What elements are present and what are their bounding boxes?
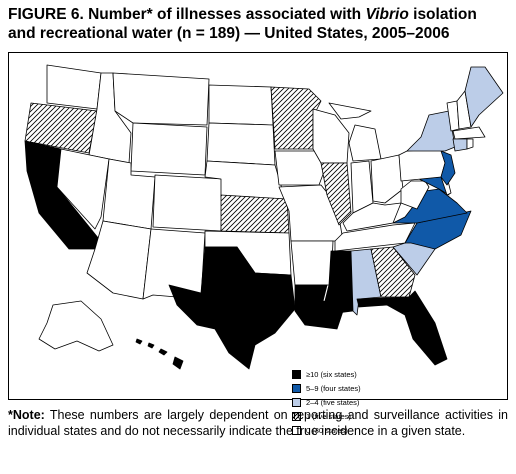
legend-swatch-two_to_four [292,398,301,407]
state-washington [46,64,102,110]
legend-label-two_to_four: 2–4 (five states) [306,398,360,407]
footnote-text: These numbers are largely dependent on r… [8,408,508,438]
state-wyoming [130,122,208,176]
legend-item-two_to_four: 2–4 (five states) [292,396,361,409]
state-ohio [370,154,404,204]
footnote-lead: *Note: [8,408,45,422]
state-connecticut [452,138,468,152]
state-north-dakota [208,84,274,126]
legend-swatch-ge10 [292,370,301,379]
state-alaska [38,300,114,352]
state-arizona [86,220,152,300]
legend-label-one: 1 (five states) [306,412,352,421]
state-michigan [328,102,382,162]
legend-label-ge10: ≥10 (six states) [306,370,357,379]
state-nevada [56,148,110,230]
state-texas [168,246,296,370]
state-west-virginia [400,180,430,210]
state-virginia [392,188,468,224]
legend-swatch-zero [292,426,301,435]
us-map-panel: ≥10 (six states) 5–9 (four states) 2–4 (fi… [8,52,508,435]
state-kansas [220,194,290,234]
figure-title: FIGURE 6. Number* of illnesses associate… [8,6,477,42]
state-arkansas [290,240,334,286]
state-colorado [152,174,224,232]
state-rhode-island [466,138,474,150]
map-legend: ≥10 (six states) 5–9 (four states) 2–4 (fi… [292,368,361,438]
state-illinois [320,162,352,226]
state-maine [464,66,504,128]
state-georgia [370,246,416,298]
legend-swatch-one [292,412,301,421]
state-montana [112,72,210,126]
state-iowa [274,150,326,186]
legend-item-zero: 0 (30 states) [292,424,361,437]
legend-label-zero: 0 (30 states) [306,426,348,435]
title-italic-term: Vibrio [365,6,409,23]
state-louisiana [294,284,346,330]
state-florida [356,290,448,366]
state-pennsylvania [398,148,446,182]
legend-label-five_to_nine: 5–9 (four states) [306,384,361,393]
us-map [24,64,504,370]
state-south-dakota [206,122,276,166]
state-massachusetts [452,126,486,140]
state-kentucky [342,202,402,232]
legend-swatch-five_to_nine [292,384,301,393]
legend-item-five_to_nine: 5–9 (four states) [292,382,361,395]
footnote: *Note: These numbers are largely depende… [8,407,508,439]
state-new-jersey [440,150,456,186]
legend-item-ge10: ≥10 (six states) [292,368,361,381]
state-new-york [406,110,456,152]
legend-item-one: 1 (five states) [292,410,361,423]
state-hawaii [135,338,184,370]
